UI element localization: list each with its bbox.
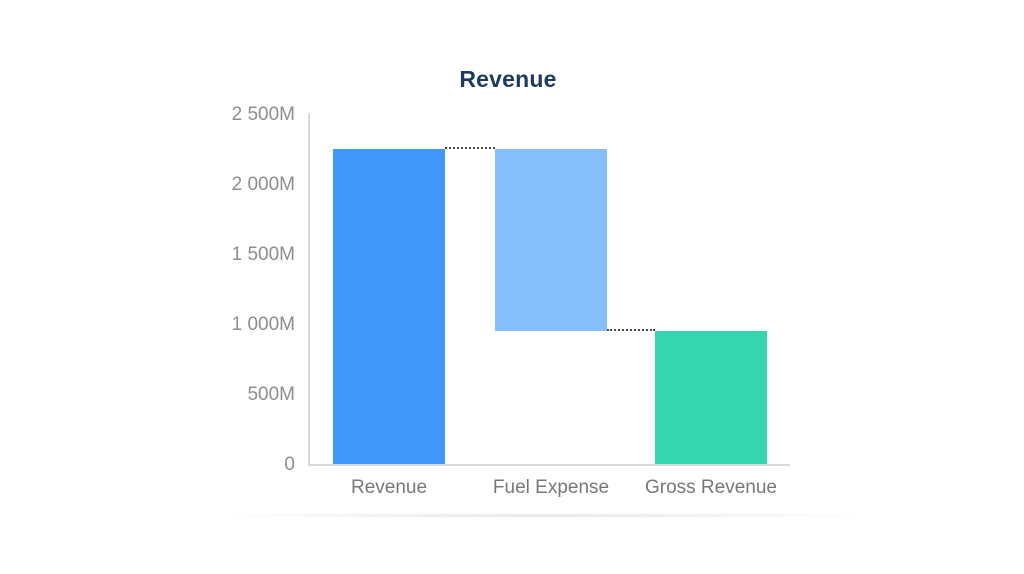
x-axis-line [308, 464, 790, 466]
chart-title: Revenue [459, 66, 557, 92]
y-tick-label: 0 [284, 454, 295, 475]
y-tick-label: 1 500M [231, 244, 295, 265]
x-axis-label-gross-revenue: Gross Revenue [644, 477, 777, 498]
connector-line [607, 329, 655, 331]
x-axis-label-fuel-expense: Fuel Expense [492, 477, 610, 498]
card-bottom-shadow [215, 513, 870, 518]
connector-line [445, 147, 495, 149]
y-tick-label: 2 500M [231, 104, 295, 125]
y-tick-label: 500M [247, 384, 295, 405]
bar-fuel-expense [495, 149, 607, 331]
y-tick-label: 1 000M [231, 314, 295, 335]
bar-revenue [333, 149, 445, 464]
y-tick-label: 2 000M [231, 174, 295, 195]
y-axis-line [308, 113, 310, 466]
x-axis-label-revenue: Revenue [350, 477, 428, 498]
bar-gross-revenue [655, 331, 767, 464]
